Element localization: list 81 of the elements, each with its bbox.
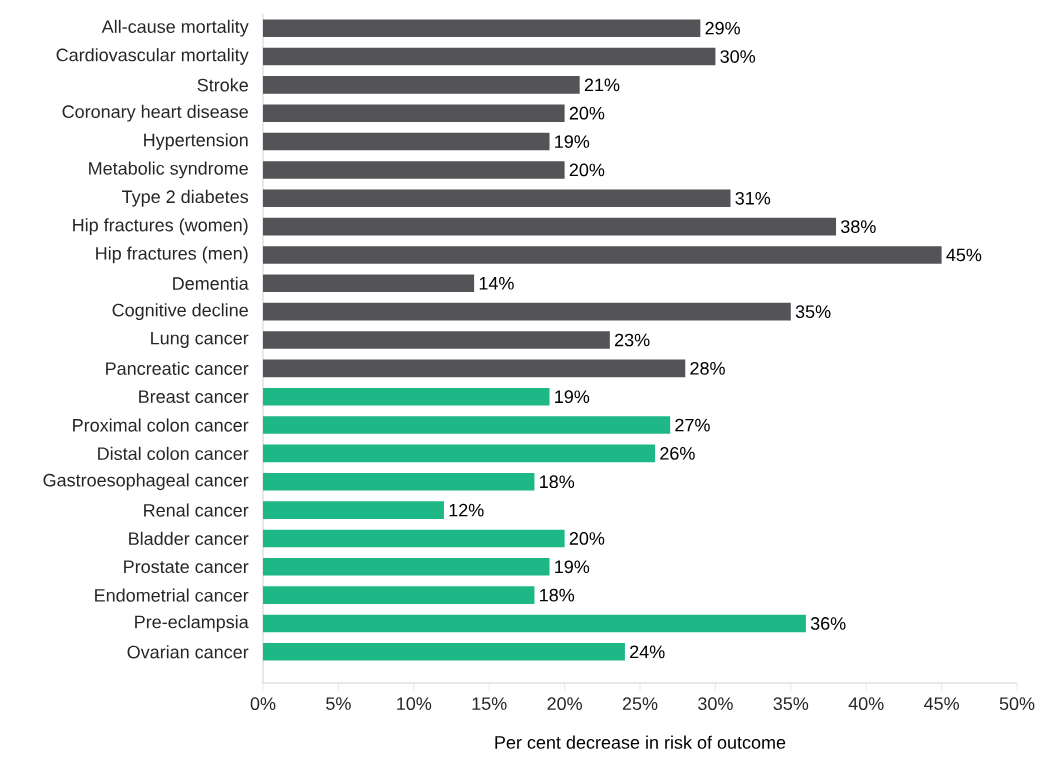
data-label: 19% [555, 560, 590, 574]
x-tick-label: 25% [622, 697, 658, 711]
y-tick-label: Lung cancer [151, 331, 249, 349]
y-tick-label: Bladder cancer [129, 531, 249, 546]
y-tick-label: Renal cancer [144, 503, 249, 517]
x-tick-label: 5% [326, 697, 351, 710]
y-tick-label: Gastroesophageal cancer [43, 473, 249, 491]
y-tick-label: Breast cancer [139, 390, 249, 403]
data-label: 12% [449, 503, 484, 517]
bar [263, 387, 550, 406]
y-tick-label: Hip fractures (women) [73, 218, 248, 236]
bar [263, 104, 565, 123]
bar [263, 274, 475, 293]
y-tick-label: All-cause mortality [101, 19, 249, 37]
bar [263, 558, 550, 576]
bar [263, 47, 716, 66]
bar [263, 161, 565, 179]
y-tick-label: Pre-eclampsia [135, 615, 249, 632]
data-label: 38% [841, 220, 876, 233]
y-tick-label: Endometrial cancer [95, 588, 249, 602]
data-label: 18% [540, 475, 575, 489]
data-label: 26% [660, 447, 695, 460]
data-label: 31% [735, 191, 771, 205]
data-label: 28% [690, 361, 725, 375]
bar [263, 302, 791, 321]
data-label: 20% [569, 532, 605, 545]
bar [263, 76, 580, 94]
bar [263, 331, 610, 349]
y-tick-label: Dementia [173, 276, 249, 290]
data-label: 35% [795, 305, 831, 319]
y-tick-label: Hypertension [144, 133, 248, 150]
y-tick-label: Metabolic syndrome [89, 161, 248, 179]
data-label: 20% [569, 163, 605, 177]
y-tick-label: Pancreatic cancer [106, 361, 249, 375]
y-tick-label: Hip fractures (men) [96, 246, 248, 264]
bar [263, 472, 535, 491]
data-label: 19% [555, 135, 590, 148]
data-label: 45% [946, 248, 982, 262]
data-label: 24% [630, 645, 665, 659]
data-label: 30% [720, 50, 756, 63]
data-label: 36% [810, 617, 846, 630]
data-label: 29% [705, 21, 740, 35]
data-label: 19% [555, 390, 590, 404]
y-tick-label: Ovarian cancer [127, 645, 249, 659]
y-tick-label: Cardiovascular mortality [56, 48, 249, 65]
bar [263, 444, 656, 463]
bar [263, 132, 550, 151]
bar [263, 19, 701, 37]
x-tick-label: 10% [397, 697, 432, 711]
y-tick-label: Prostate cancer [124, 560, 249, 574]
y-tick-label: Type 2 diabetes [122, 189, 249, 207]
x-tick-label: 50% [999, 697, 1035, 711]
x-tick-label: 45% [924, 697, 959, 710]
y-tick-label: Stroke [197, 78, 248, 92]
bar [263, 189, 731, 208]
bar [263, 643, 625, 661]
x-tick-label: 30% [698, 697, 733, 711]
bar [263, 501, 444, 519]
bar [263, 359, 686, 378]
bar [263, 217, 837, 236]
y-tick-label: Proximal colon cancer [73, 418, 249, 432]
y-tick-label: Coronary heart disease [62, 104, 248, 122]
x-axis-title: Per cent decrease in risk of outcome [495, 735, 786, 749]
data-label: 14% [479, 277, 514, 290]
bar [263, 529, 565, 548]
x-tick-label: 15% [472, 697, 507, 710]
x-tick-label: 35% [773, 697, 809, 711]
data-label: 18% [540, 588, 575, 602]
bar [263, 614, 806, 633]
x-tick-label: 20% [547, 697, 582, 711]
x-tick-label: 40% [848, 697, 884, 711]
y-tick-label: Distal colon cancer [98, 446, 249, 460]
bar [263, 586, 535, 604]
data-label: 20% [569, 106, 605, 120]
data-label: 21% [584, 78, 620, 92]
data-label: 27% [675, 418, 710, 432]
bar [263, 416, 671, 434]
y-tick-label: Cognitive decline [112, 303, 248, 321]
x-tick-label: 0% [250, 697, 276, 711]
data-label: 23% [615, 333, 650, 347]
bar [263, 246, 942, 264]
